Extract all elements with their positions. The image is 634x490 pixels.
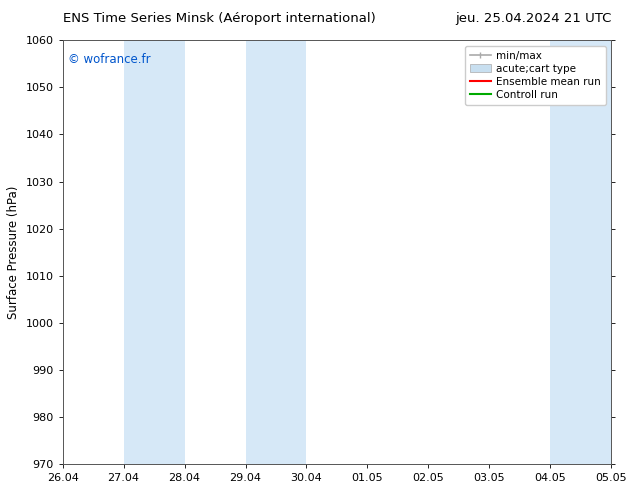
Text: ENS Time Series Minsk (Aéroport international): ENS Time Series Minsk (Aéroport internat… bbox=[63, 12, 375, 25]
Legend: min/max, acute;cart type, Ensemble mean run, Controll run: min/max, acute;cart type, Ensemble mean … bbox=[465, 46, 606, 105]
Text: jeu. 25.04.2024 21 UTC: jeu. 25.04.2024 21 UTC bbox=[455, 12, 611, 25]
Text: © wofrance.fr: © wofrance.fr bbox=[68, 53, 151, 66]
Bar bbox=[245, 40, 306, 464]
Bar bbox=[550, 40, 611, 464]
Y-axis label: Surface Pressure (hPa): Surface Pressure (hPa) bbox=[7, 186, 20, 319]
Bar bbox=[124, 40, 184, 464]
